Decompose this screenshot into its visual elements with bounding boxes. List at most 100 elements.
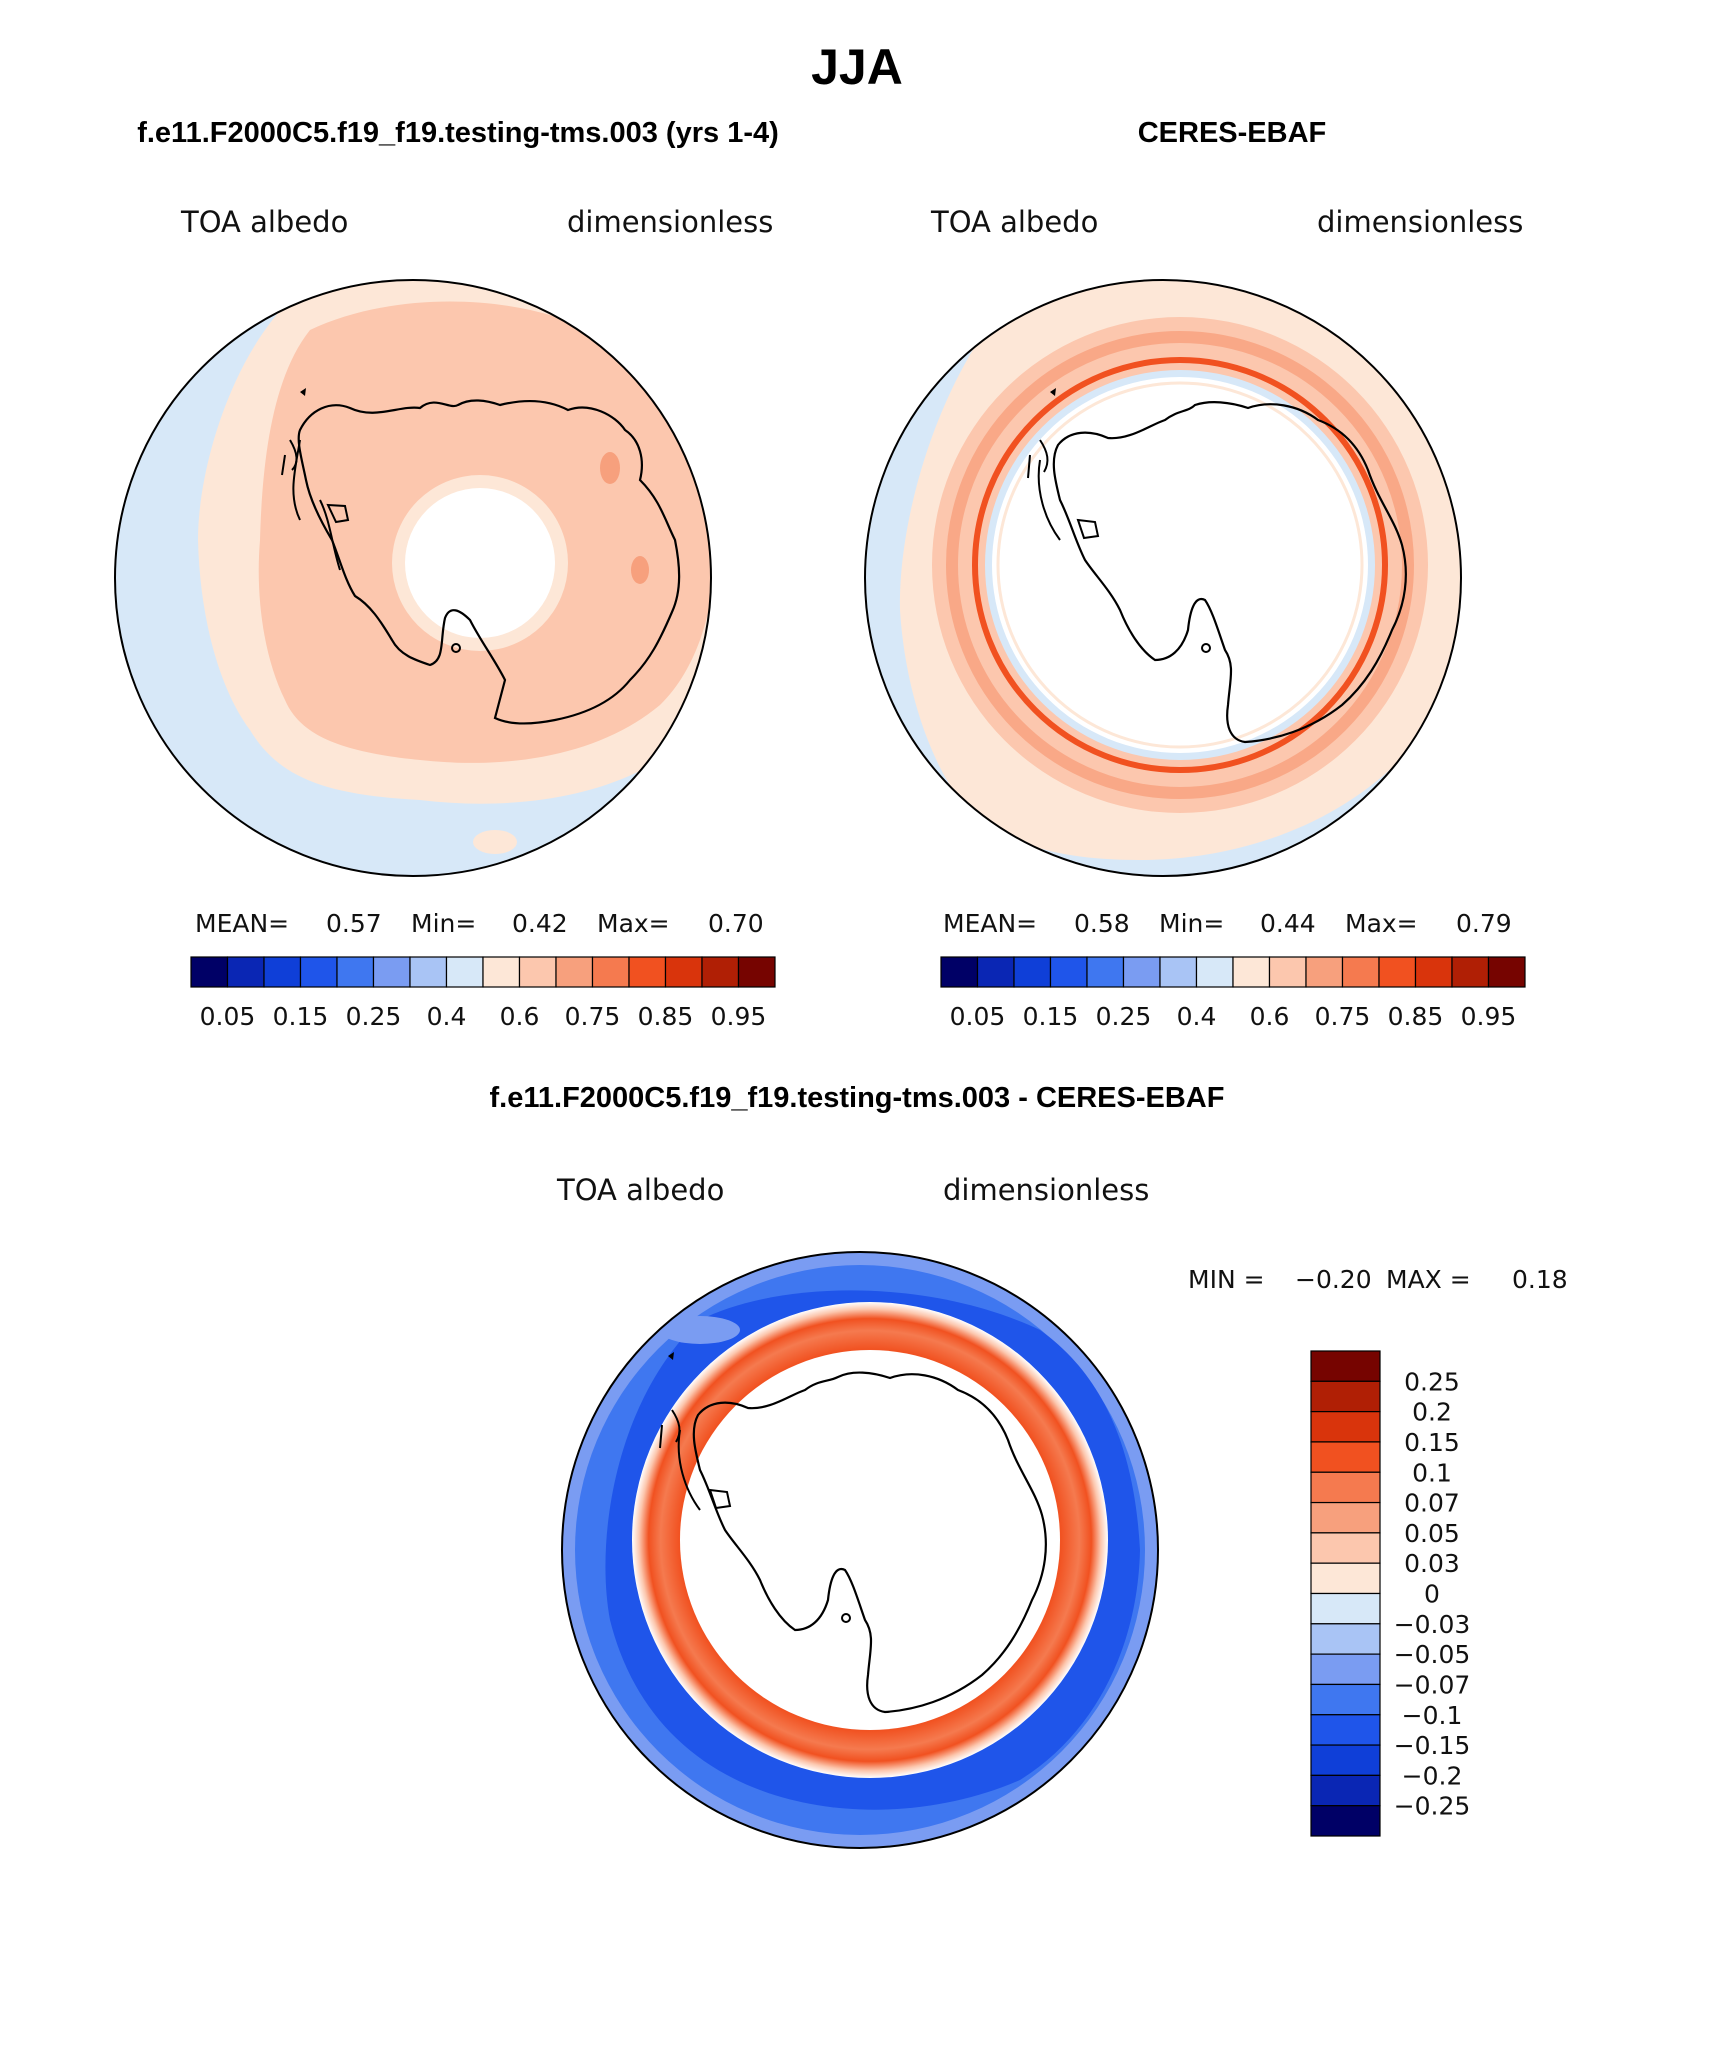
model-colorbar-swatch: [409, 956, 448, 988]
model-colorbar-tick-label: 0.25: [346, 1002, 402, 1031]
model-colorbar-tick-label: 0.6: [500, 1002, 540, 1031]
diff-panel: f.e11.F2000C5.f19_f19.testing-tms.003 - …: [490, 1082, 1568, 1849]
diff-colorbar-swatch: [1310, 1805, 1381, 1837]
obs-colorbar-tick-label: 0.15: [1023, 1002, 1079, 1031]
diff-colorbar-swatch: [1310, 1592, 1381, 1625]
diff-colorbar-tick-label: 0.1: [1412, 1458, 1452, 1487]
obs-colorbar-swatch: [1159, 956, 1198, 988]
obs-colorbar-tick-label: 0.95: [1461, 1002, 1517, 1031]
obs-mean-label: MEAN=: [943, 909, 1037, 938]
model-colorbar-swatch: [336, 956, 375, 988]
obs-colorbar-swatch: [1013, 956, 1052, 988]
diff-colorbar-swatch: [1310, 1501, 1381, 1534]
diff-min-value: −0.20: [1295, 1265, 1372, 1294]
diff-colorbar-tick-label: −0.05: [1394, 1640, 1471, 1669]
model-colorbar-tick-label: 0.05: [200, 1002, 256, 1031]
obs-colorbar-tick-label: 0.25: [1096, 1002, 1152, 1031]
diff-colorbar-swatch: [1310, 1714, 1381, 1746]
diff-colorbar-tick-label: −0.15: [1394, 1731, 1471, 1760]
obs-max-value: 0.79: [1456, 909, 1512, 938]
diff-colorbar-tick-label: 0.07: [1404, 1489, 1460, 1518]
diff-colorbar-swatch: [1310, 1744, 1381, 1776]
obs-coastline: [1052, 401, 1407, 744]
model-colorbar-tick-label: 0.95: [711, 1002, 767, 1031]
diff-colorbar-tick-label: 0: [1424, 1580, 1440, 1609]
diff-colorbar-swatch: [1310, 1441, 1381, 1473]
obs-colorbar-swatch: [1232, 956, 1271, 988]
model-min-value: 0.42: [512, 909, 568, 938]
diff-coastline: [692, 1371, 1047, 1714]
obs-colorbar-tick-label: 0.75: [1315, 1002, 1371, 1031]
obs-colorbar-swatch: [1378, 956, 1417, 988]
model-max-label: Max=: [597, 909, 670, 938]
diff-colorbar-swatch: [1310, 1562, 1381, 1595]
obs-colorbar-swatch: [1268, 956, 1307, 988]
diff-units-label: dimensionless: [943, 1173, 1149, 1207]
obs-field-label: TOA albedo: [930, 205, 1098, 239]
diff-min-label: MIN =: [1188, 1265, 1265, 1294]
obs-colorbar-swatch: [976, 956, 1015, 988]
model-min-label: Min=: [411, 909, 476, 938]
obs-colorbar-tick-label: 0.85: [1388, 1002, 1444, 1031]
diff-colorbar-swatch: [1310, 1471, 1381, 1504]
model-colorbar-swatch: [445, 956, 484, 988]
diff-colorbar-swatch: [1310, 1683, 1381, 1716]
obs-colorbar-swatch: [1487, 956, 1526, 988]
model-colorbar-tick-label: 0.4: [427, 1002, 467, 1031]
diff-colorbar-swatch: [1310, 1653, 1381, 1686]
diff-colorbar-tick-label: 0.25: [1404, 1367, 1460, 1396]
model-map: [115, 280, 711, 876]
figure-title: JJA: [811, 39, 903, 95]
diff-colorbar-tick-label: 0.15: [1404, 1428, 1460, 1457]
obs-min-value: 0.44: [1260, 909, 1316, 938]
model-heading: f.e11.F2000C5.f19_f19.testing-tms.003 (y…: [137, 117, 779, 149]
model-colorbar-swatch: [628, 956, 667, 988]
model-colorbar-ticks: 0.05 0.15 0.25 0.4 0.6 0.75 0.85 0.95: [200, 1002, 767, 1031]
model-colorbar-swatch: [518, 956, 557, 988]
model-colorbar-swatch: [555, 956, 594, 988]
obs-min-label: Min=: [1159, 909, 1224, 938]
diff-colorbar-ticks: 0.250.20.150.10.070.050.030−0.03−0.05−0.…: [1394, 1367, 1471, 1820]
diff-heading: f.e11.F2000C5.f19_f19.testing-tms.003 - …: [490, 1082, 1225, 1114]
obs-colorbar-swatch: [1414, 956, 1453, 988]
diff-colorbar: [1310, 1350, 1381, 1837]
obs-colorbar-swatch: [1305, 956, 1344, 988]
obs-colorbar-swatch: [1451, 956, 1490, 988]
obs-colorbar-swatch: [1195, 956, 1234, 988]
diff-colorbar-tick-label: −0.03: [1394, 1610, 1471, 1639]
obs-colorbar-tick-label: 0.05: [950, 1002, 1006, 1031]
obs-max-label: Max=: [1345, 909, 1418, 938]
obs-colorbar-swatch: [1341, 956, 1380, 988]
diff-max-label: MAX =: [1386, 1265, 1471, 1294]
obs-colorbar-tick-label: 0.6: [1250, 1002, 1290, 1031]
model-mean-label: MEAN=: [195, 909, 289, 938]
model-field-label: TOA albedo: [180, 205, 348, 239]
model-colorbar-swatch: [190, 956, 229, 988]
obs-units-label: dimensionless: [1317, 205, 1523, 239]
obs-colorbar-swatch: [1122, 956, 1161, 988]
obs-colorbar-swatch: [1086, 956, 1125, 988]
obs-mean-value: 0.58: [1074, 909, 1130, 938]
diff-colorbar-tick-label: −0.1: [1402, 1701, 1463, 1730]
model-colorbar-swatch: [482, 956, 521, 988]
model-colorbar-swatch: [664, 956, 703, 988]
diff-colorbar-swatch: [1310, 1411, 1381, 1443]
model-max-value: 0.70: [708, 909, 764, 938]
diff-colorbar-tick-label: 0.03: [1404, 1549, 1460, 1578]
model-colorbar-tick-label: 0.85: [638, 1002, 694, 1031]
obs-map: [865, 280, 1461, 876]
model-colorbar-swatch: [372, 956, 411, 988]
diff-colorbar-tick-label: −0.2: [1402, 1761, 1463, 1790]
diff-map: [562, 1252, 1158, 1848]
obs-panel: CERES-EBAF TOA albedo dimensionless MEAN…: [864, 117, 1526, 1031]
obs-colorbar-swatch: [940, 956, 979, 988]
diff-colorbar-swatch: [1310, 1774, 1381, 1807]
model-colorbar-swatch: [226, 956, 265, 988]
obs-heading: CERES-EBAF: [1138, 117, 1327, 149]
obs-colorbar-tick-label: 0.4: [1177, 1002, 1217, 1031]
diff-field-label: TOA albedo: [556, 1173, 724, 1207]
model-colorbar-swatch: [263, 956, 302, 988]
model-colorbar-swatch: [737, 956, 776, 988]
diff-colorbar-tick-label: −0.25: [1394, 1792, 1471, 1821]
